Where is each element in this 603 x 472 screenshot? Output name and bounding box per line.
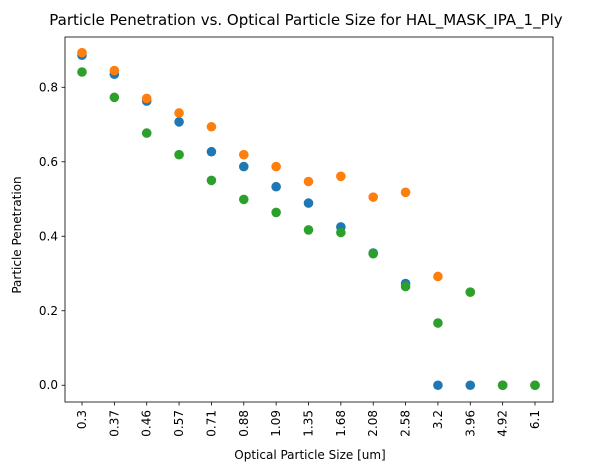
y-tick-label: 0.2 [39,304,58,318]
data-point [368,248,379,259]
y-tick-label: 0.0 [39,378,58,392]
data-point [271,181,281,192]
data-point [497,380,508,391]
data-point [336,171,346,182]
x-tick-label: 3.2 [431,410,445,429]
data-point [400,281,411,292]
x-tick-label: 4.92 [496,410,510,437]
data-point [109,65,120,76]
x-tick-label: 0.46 [140,410,154,437]
data-point [303,225,314,235]
data-point [271,207,281,218]
x-tick-label: 6.1 [528,410,542,429]
data-point [109,92,120,103]
data-point [400,187,411,198]
data-point [174,117,184,127]
data-point [174,149,184,160]
data-point [174,108,184,118]
data-point [77,67,87,77]
data-point [336,227,346,238]
x-tick-label: 1.35 [302,410,316,437]
x-tick-label: 2.58 [399,410,413,437]
data-point [433,271,443,282]
y-tick-label: 0.8 [39,80,58,94]
data-point [303,176,314,187]
data-point [141,128,152,138]
x-tick-label: 0.71 [204,410,218,437]
y-tick-label: 0.4 [39,229,58,243]
data-point [238,194,249,205]
data-point [303,198,314,208]
data-point [77,47,87,58]
x-tick-label: 0.57 [172,410,186,437]
plot-area: 0.0 0.2 0.4 0.6 0.8 0.3 0.37 0.46 0.57 0.71 0.88 1.… [39,36,554,437]
x-tick-label: 0.37 [107,410,121,437]
data-point [465,287,476,297]
data-point [206,146,217,157]
data-point [433,318,443,328]
data-point [141,93,152,104]
series-3 [77,67,540,391]
axes-frame [64,36,554,403]
x-tick-label: 2.08 [366,410,380,437]
x-axis-label: Optical Particle Size [um] [234,448,385,462]
data-point [465,380,476,391]
data-point [271,161,281,172]
data-point [238,149,249,160]
data-point [530,380,540,391]
x-tick-label: 3.96 [463,410,477,437]
y-tick-label: 0.6 [39,155,58,169]
y-axis-label: Particle Penetration [10,176,24,293]
data-point [433,380,443,391]
data-point [206,121,217,132]
x-tick-label: 0.88 [237,410,251,437]
x-tick-label: 0.3 [75,410,89,429]
data-point [238,161,249,172]
x-tick-label: 1.09 [269,410,283,437]
data-point [368,192,379,202]
chart-title: Particle Penetration vs. Optical Particl… [49,11,563,30]
x-tick-label: 1.68 [334,410,348,437]
data-point [206,175,217,186]
